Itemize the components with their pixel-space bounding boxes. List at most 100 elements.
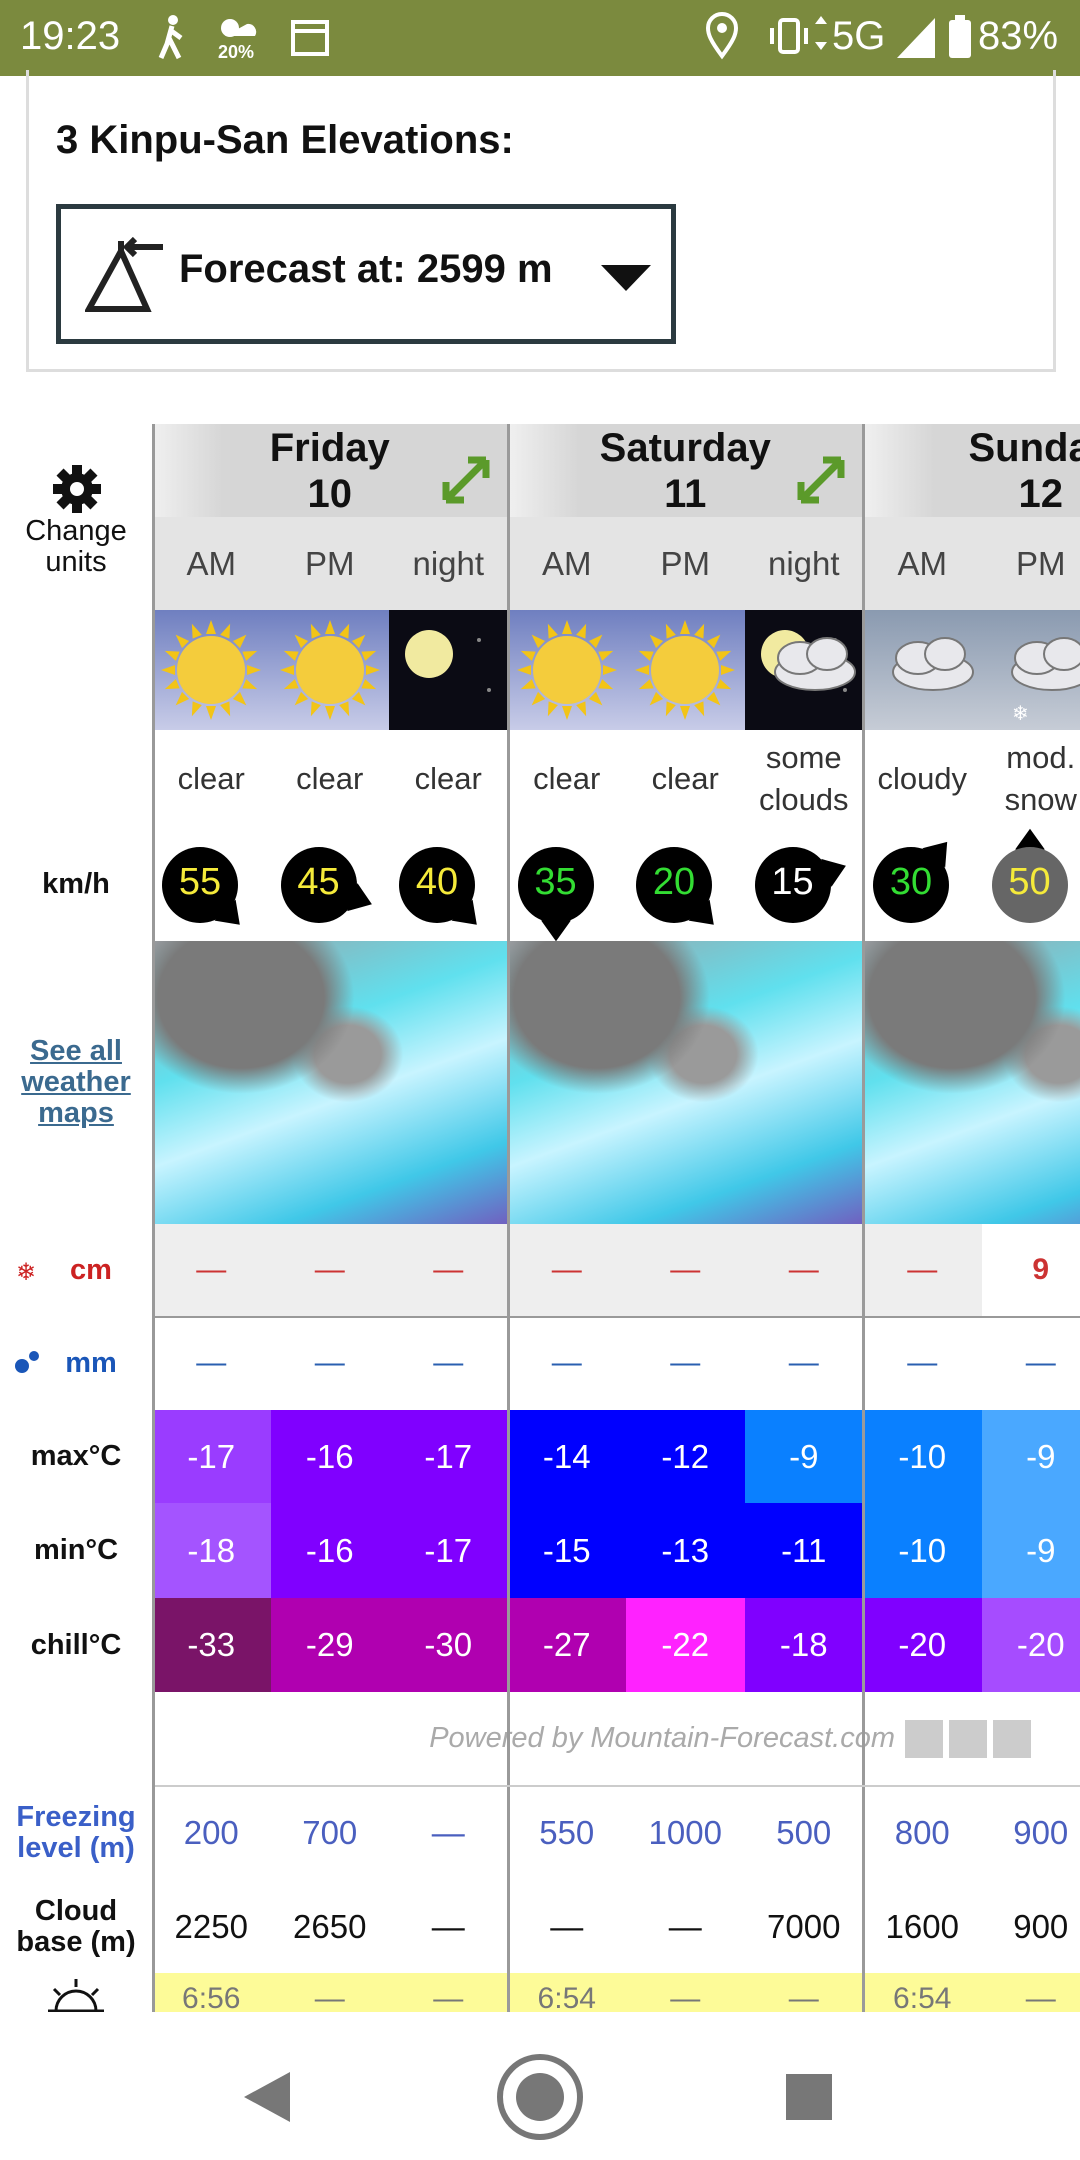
icons-cell bbox=[507, 610, 626, 730]
rain-cell: — bbox=[907, 1346, 938, 1379]
mountain-icon bbox=[85, 237, 163, 312]
periods-cell: PM bbox=[270, 517, 389, 610]
signal-battery bbox=[897, 15, 971, 58]
weather-icon bbox=[892, 637, 974, 691]
wind-speed: 15 bbox=[771, 861, 814, 903]
wind-speed: 40 bbox=[415, 861, 459, 903]
row-label: Freezing level (m) bbox=[16, 1801, 136, 1864]
selector-text: Forecast at: 2599 m bbox=[179, 247, 553, 291]
chill-cell: -29 bbox=[270, 1598, 389, 1692]
day-separator bbox=[862, 424, 865, 2012]
periods-cell: PM bbox=[981, 517, 1080, 610]
row-label: km/h bbox=[42, 867, 110, 900]
wind-arrow bbox=[399, 847, 477, 925]
day-separator bbox=[506, 424, 510, 2012]
elevation-select[interactable]: Forecast at: 2599 m bbox=[56, 204, 676, 344]
icons-cell bbox=[863, 610, 982, 730]
gear-icon bbox=[53, 465, 101, 513]
day-name: Friday bbox=[269, 426, 390, 470]
wind-speed: 50 bbox=[1008, 861, 1051, 903]
wind-arrow bbox=[280, 847, 372, 923]
time: 19:23 bbox=[20, 14, 121, 58]
summary-cell: clear bbox=[296, 760, 364, 796]
weather-icon bbox=[279, 620, 380, 720]
snow-cell: 9 bbox=[981, 1224, 1080, 1316]
rain-cell: — bbox=[551, 1346, 582, 1379]
row-label[interactable]: See all weather maps bbox=[21, 1035, 131, 1129]
chill-cell: -20 bbox=[863, 1598, 982, 1692]
chill-cell: -30 bbox=[389, 1598, 508, 1692]
day-date: 10 bbox=[307, 472, 353, 516]
row-label: chill°C bbox=[30, 1628, 122, 1661]
rain-icon bbox=[15, 1351, 39, 1373]
status-icons bbox=[158, 15, 329, 60]
cloud-cell: — bbox=[668, 1908, 702, 1945]
freezing-cell: 550 bbox=[539, 1814, 595, 1851]
sunrise-cell: — bbox=[981, 1973, 1080, 2012]
icons-cell bbox=[155, 610, 271, 730]
change-units[interactable]: Change units bbox=[25, 515, 127, 578]
wind-arrow bbox=[991, 828, 1068, 923]
snow-cell: — bbox=[270, 1224, 389, 1316]
weather-map bbox=[155, 941, 508, 1224]
weather-percent: 20% bbox=[218, 42, 255, 62]
status-icons-right bbox=[705, 12, 827, 60]
rain-cell: — bbox=[314, 1346, 345, 1379]
expand-icon bbox=[442, 456, 489, 504]
sunrise-icon bbox=[48, 1979, 104, 2013]
periods-cell: night bbox=[744, 517, 863, 610]
wind-arrow bbox=[517, 847, 594, 941]
cloud-cell: 900 bbox=[1013, 1908, 1069, 1945]
row-labels: Change units km/h See all weather maps cm mm… bbox=[0, 424, 152, 2014]
wind-cell: 35 bbox=[508, 827, 627, 941]
wind-arrow bbox=[162, 847, 240, 925]
wind-speed: 30 bbox=[889, 861, 933, 903]
row-label: Cloud base (m) bbox=[16, 1895, 136, 1958]
powered-by: Powered by Mountain-Forecast.com bbox=[429, 1722, 895, 1754]
nav-buttons[interactable] bbox=[0, 2012, 1080, 2160]
cloud-cell: 7000 bbox=[767, 1908, 841, 1945]
snow-icon: ❄ bbox=[16, 1259, 36, 1286]
battery: 83% bbox=[978, 14, 1059, 58]
summary-cell: mod. snow bbox=[1004, 739, 1077, 817]
status-bar: 19:23 20% 5G 83% bbox=[0, 0, 1080, 76]
wind-cell: 40 bbox=[389, 827, 508, 941]
max-cell: -16 bbox=[270, 1410, 389, 1503]
sunrise-cell: — bbox=[626, 1973, 745, 2012]
sunrise-cell: — bbox=[744, 1973, 863, 2012]
periods-cell: AM bbox=[155, 517, 271, 610]
wind-speed: 35 bbox=[534, 861, 577, 903]
wind-cell: 45 bbox=[271, 827, 390, 941]
snow-cell: — bbox=[507, 1224, 626, 1316]
max-cell: -10 bbox=[863, 1410, 982, 1503]
icons-cell bbox=[744, 610, 863, 730]
min-cell: -17 bbox=[389, 1503, 508, 1598]
freezing-cell: 500 bbox=[776, 1814, 832, 1851]
svg-text:❄: ❄ bbox=[1012, 703, 1029, 725]
day-name: Saturday bbox=[599, 426, 771, 470]
min-cell: -11 bbox=[744, 1503, 863, 1598]
sunrise-cell: 6:56 bbox=[155, 1973, 271, 2012]
cloud-cell: — bbox=[550, 1908, 584, 1945]
min-cell: -9 bbox=[981, 1503, 1080, 1598]
row-separator bbox=[155, 1316, 1080, 1318]
wind-cell: 30 bbox=[863, 827, 982, 941]
chill-cell: -20 bbox=[981, 1598, 1080, 1692]
chill-cell: -22 bbox=[626, 1598, 745, 1692]
weather-map bbox=[863, 941, 1080, 1224]
chill-cell: -18 bbox=[744, 1598, 863, 1692]
freezing-cell: 200 bbox=[183, 1814, 239, 1851]
weather-icon bbox=[405, 630, 491, 692]
dropdown-arrow bbox=[601, 265, 651, 291]
chill-cell: -33 bbox=[155, 1598, 271, 1692]
summary-cell: clear bbox=[651, 760, 719, 796]
rain-cell: — bbox=[1025, 1346, 1056, 1379]
rain-cell: — bbox=[670, 1346, 701, 1379]
summary-cell: clear bbox=[533, 760, 601, 796]
freezing-cell: 800 bbox=[894, 1814, 950, 1851]
row-label: max°C bbox=[30, 1440, 122, 1472]
max-cell: -17 bbox=[155, 1410, 271, 1503]
summary-cell: clear bbox=[177, 760, 245, 796]
rain-cell: — bbox=[196, 1346, 227, 1379]
wind-speed: 45 bbox=[297, 861, 340, 903]
